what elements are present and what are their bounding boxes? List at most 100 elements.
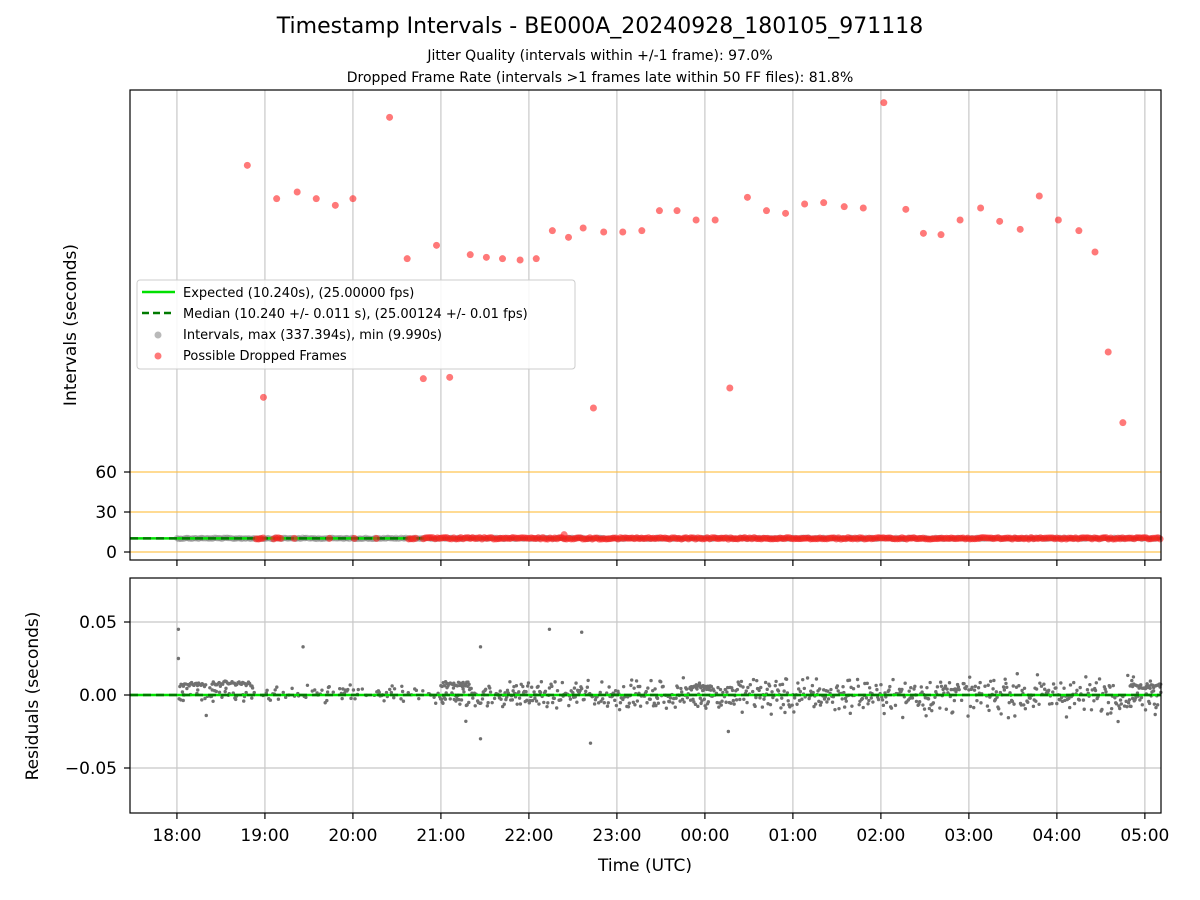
residual-marker	[349, 696, 353, 701]
residual-marker	[346, 687, 350, 692]
residual-marker	[667, 700, 672, 704]
residual-marker	[653, 687, 657, 691]
y-tick-label-0: 0	[106, 543, 117, 563]
chart-title: Timestamp Intervals - BE000A_20240928_18…	[276, 14, 924, 39]
residual-marker	[484, 687, 488, 692]
residual-marker	[753, 704, 757, 709]
residual-marker	[356, 687, 360, 692]
residual-marker	[744, 689, 748, 693]
dropped-frame-marker	[325, 534, 333, 542]
residuals-panel: 0.05 0.00 −0.05 18:00 19:00 20:00 21:00 22:00 2…	[23, 577, 1169, 876]
residual-marker	[503, 691, 507, 695]
residual-marker	[790, 703, 794, 707]
residual-marker	[338, 686, 342, 691]
residual-marker	[644, 689, 648, 694]
residual-marker	[645, 701, 649, 705]
dropped-frame-marker	[349, 195, 357, 203]
residual-marker	[662, 700, 666, 704]
residual-marker	[900, 687, 904, 692]
residual-marker	[1093, 688, 1098, 693]
residual-marker	[975, 698, 979, 703]
residual-marker	[949, 687, 953, 692]
residual-marker	[605, 704, 610, 708]
residual-marker	[955, 687, 959, 692]
residual-marker	[748, 683, 752, 687]
residual-marker	[1084, 675, 1088, 679]
residual-marker	[654, 703, 658, 708]
residual-marker	[1010, 699, 1015, 704]
residual-marker	[486, 701, 490, 705]
residual-marker	[1035, 673, 1040, 677]
x-tick-label-19:00: 19:00	[240, 826, 289, 846]
residual-marker	[488, 690, 493, 694]
residual-marker	[580, 686, 584, 691]
residual-marker	[514, 684, 519, 688]
residual-marker	[871, 700, 875, 704]
residual-marker	[223, 689, 227, 694]
residual-marker	[217, 690, 222, 695]
residual-marker	[841, 685, 845, 689]
intervals-reference-lines	[130, 471, 1161, 553]
residual-marker	[680, 697, 685, 702]
residual-marker	[695, 687, 699, 691]
residual-marker	[502, 702, 506, 706]
residual-marker	[421, 689, 425, 693]
residual-marker	[617, 707, 622, 712]
residual-marker	[792, 710, 796, 714]
dropped-frame-marker	[840, 203, 848, 211]
residual-marker	[812, 704, 816, 709]
residual-marker	[880, 698, 885, 702]
residual-marker	[972, 705, 976, 710]
residual-marker	[994, 690, 999, 694]
residual-marker	[706, 700, 711, 704]
residual-marker	[917, 700, 922, 704]
residual-marker	[782, 689, 786, 693]
residual-marker	[1017, 684, 1021, 688]
residual-marker	[353, 697, 357, 701]
residual-marker	[1106, 700, 1111, 705]
residual-marker	[709, 684, 714, 689]
residual-marker	[220, 695, 224, 699]
residual-marker	[492, 696, 497, 701]
residual-marker	[848, 711, 853, 716]
residual-marker	[912, 687, 916, 691]
residual-marker	[833, 707, 837, 712]
residual-marker	[545, 704, 549, 709]
residual-marker	[925, 685, 929, 690]
residual-marker	[399, 697, 403, 701]
residual-marker	[443, 697, 448, 701]
legend-box	[136, 279, 576, 370]
residual-marker	[857, 702, 861, 707]
residual-marker	[879, 683, 883, 687]
residual-marker	[627, 701, 631, 705]
dropped-frame-marker	[1075, 227, 1083, 235]
residual-marker	[664, 706, 669, 710]
residual-marker	[586, 678, 590, 683]
dropped-frame-marker	[532, 255, 540, 263]
residual-marker	[401, 699, 406, 703]
residual-marker	[613, 698, 617, 703]
residual-marker	[920, 690, 924, 694]
residual-marker	[650, 688, 655, 693]
dropped-frame-marker	[859, 204, 867, 212]
residual-marker	[780, 682, 785, 687]
residual-marker	[552, 696, 556, 701]
residual-marker	[600, 680, 604, 684]
residual-marker	[439, 697, 444, 701]
residual-marker	[400, 689, 405, 694]
residual-marker	[943, 684, 948, 688]
residual-marker	[388, 687, 392, 692]
residual-outlier	[301, 645, 305, 649]
residual-marker	[539, 680, 544, 684]
dropped-frame-marker	[548, 227, 556, 235]
residual-marker	[568, 697, 573, 701]
residual-marker	[211, 699, 215, 703]
residual-y-tick-label: 0.00	[79, 686, 117, 706]
residual-marker	[927, 706, 932, 711]
dropped-frame-marker	[692, 216, 700, 224]
residual-marker	[689, 688, 694, 692]
residual-marker	[351, 688, 356, 692]
residual-marker	[1013, 714, 1017, 718]
residual-marker	[517, 696, 522, 700]
